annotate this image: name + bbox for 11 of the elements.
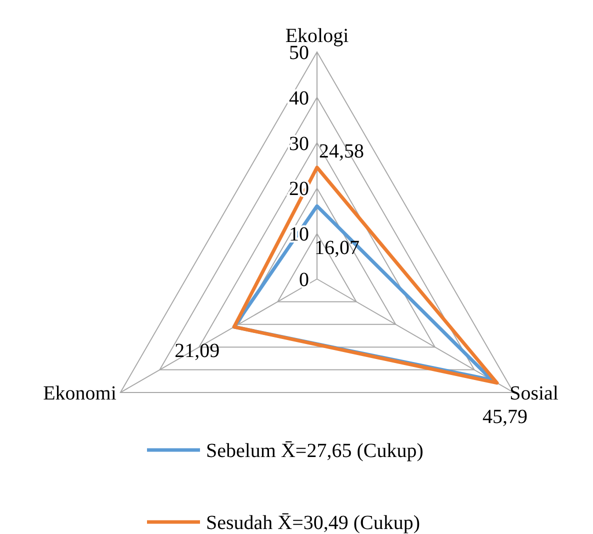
y-tick-label: 30 — [289, 132, 309, 155]
data-label: 45,79 — [482, 406, 528, 428]
data-label: 21,09 — [174, 340, 220, 362]
spoke-label: Sosial — [510, 382, 559, 404]
data-label: 24,58 — [319, 140, 364, 162]
legend-label: Sebelum X̄=27,65 (Cukup) — [206, 440, 424, 462]
y-tick-label: 40 — [289, 87, 309, 110]
legend-label: Sesudah X̄=30,49 (Cukup) — [206, 512, 420, 534]
data-label: 16,07 — [314, 237, 360, 260]
spoke-label: Ekonomi — [43, 382, 117, 404]
y-tick-label: 0 — [299, 269, 309, 291]
